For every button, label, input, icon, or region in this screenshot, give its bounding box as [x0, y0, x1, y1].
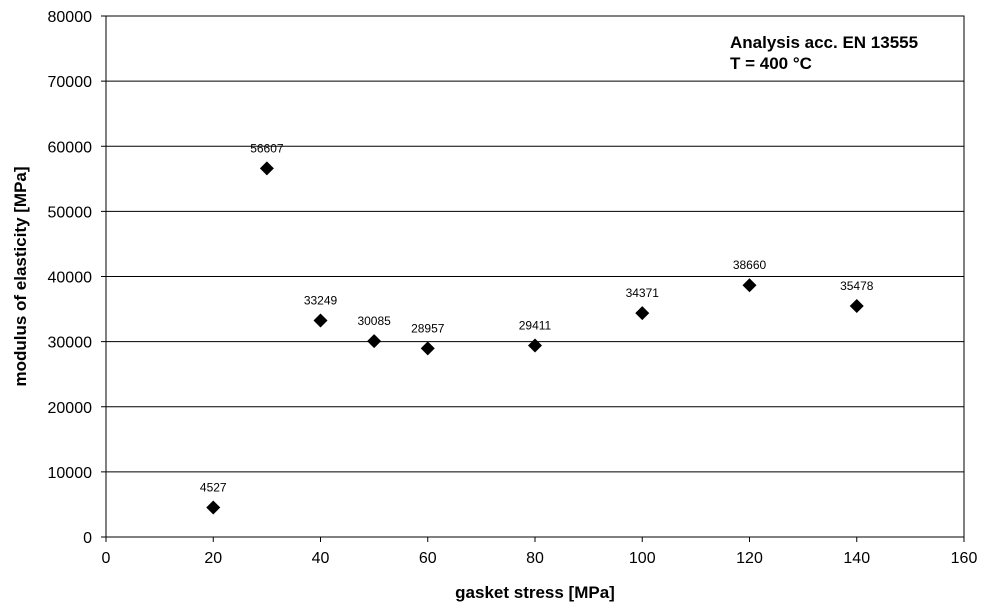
data-label: 29411 — [519, 318, 552, 332]
annotation-line: T = 400 °C — [730, 54, 812, 73]
x-tick-label: 140 — [843, 550, 870, 567]
data-point — [635, 306, 650, 321]
data-label: 56607 — [250, 141, 284, 155]
data-point — [367, 334, 382, 349]
x-tick-label: 20 — [204, 550, 222, 567]
x-tick-label: 160 — [951, 550, 978, 567]
y-tick-label: 50000 — [48, 204, 93, 221]
chart-annotation: Analysis acc. EN 13555 T = 400 °C — [730, 33, 918, 73]
y-tick-label: 10000 — [48, 465, 93, 482]
x-axis-title: gasket stress [MPa] — [455, 583, 615, 602]
y-tick-label: 20000 — [48, 400, 93, 417]
x-tick-label: 40 — [312, 550, 330, 567]
annotation-line: Analysis acc. EN 13555 — [730, 33, 918, 52]
data-point — [259, 161, 274, 176]
x-tick-label: 120 — [736, 550, 763, 567]
y-axis-title: modulus of elasticity [MPa] — [11, 166, 30, 386]
x-tick-label: 0 — [102, 550, 111, 567]
data-label: 38660 — [733, 258, 767, 272]
data-label: 4527 — [200, 481, 227, 495]
y-tick-label: 0 — [83, 530, 92, 547]
gridlines — [106, 80, 964, 473]
data-label: 30085 — [357, 314, 391, 328]
data-point — [528, 338, 542, 353]
y-tick-label: 60000 — [48, 139, 93, 156]
y-tick-label: 70000 — [48, 74, 93, 91]
y-tick-label: 30000 — [48, 335, 93, 352]
data-points: 4527 56607 33249 30085 28957 29411 34371 38660 3… — [200, 141, 874, 515]
x-tick-label: 80 — [526, 550, 544, 567]
data-label: 33249 — [304, 293, 338, 307]
data-point — [420, 341, 435, 356]
y-tick-label: 80000 — [48, 9, 93, 26]
x-tick-label: 100 — [629, 550, 656, 567]
y-tick-label: 40000 — [48, 270, 93, 287]
data-label: 34371 — [626, 286, 660, 300]
data-point — [313, 313, 328, 328]
data-point — [849, 298, 864, 313]
data-point — [206, 500, 221, 515]
x-tick-label: 60 — [419, 550, 437, 567]
y-axis-ticks: 0 10000 20000 30000 40000 50000 60000 70000 8000… — [48, 9, 106, 547]
data-point — [742, 278, 757, 293]
x-axis-ticks: 0 20 40 60 80 100 120 140 160 — [102, 537, 978, 567]
data-label: 28957 — [411, 321, 445, 335]
data-label: 35478 — [840, 279, 874, 293]
